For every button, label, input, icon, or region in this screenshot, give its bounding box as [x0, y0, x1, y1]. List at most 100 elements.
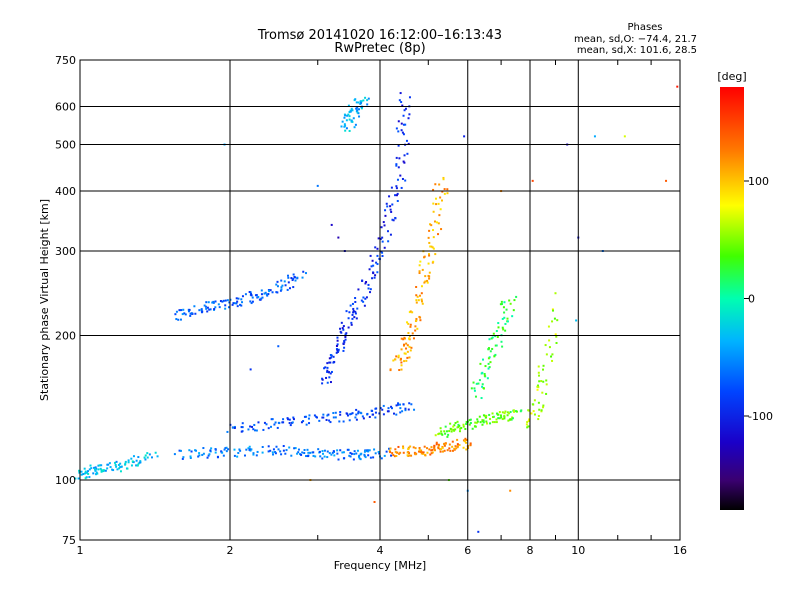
echo-point [280, 279, 283, 282]
echo-point [474, 395, 477, 398]
echo-point [321, 450, 324, 453]
echo-point [112, 469, 115, 472]
echo-point [397, 445, 400, 448]
echo-point [95, 473, 98, 476]
echo-point [469, 418, 472, 421]
echo-point [309, 451, 312, 454]
echo-point [397, 120, 400, 123]
echo-point [308, 422, 311, 425]
echo-point [367, 287, 370, 290]
plot-frame [79, 59, 681, 541]
echo-point [368, 449, 371, 452]
echo-point [422, 452, 425, 455]
echo-point [108, 462, 111, 465]
echo-point [484, 414, 487, 417]
echo-point [495, 418, 498, 421]
echo-point [118, 467, 121, 470]
echo-point [326, 370, 329, 373]
echo-point [255, 294, 258, 297]
echo-point [193, 305, 196, 308]
echo-point [355, 110, 358, 113]
echo-point [494, 335, 497, 338]
echo-point [328, 357, 331, 360]
echo-point [406, 152, 409, 155]
echo-point [299, 453, 302, 456]
echo-point [175, 318, 178, 321]
echo-point [344, 129, 347, 132]
echo-point [326, 456, 329, 459]
echo-point [224, 447, 227, 450]
echo-point [268, 290, 271, 293]
echo-point [397, 402, 400, 405]
echo-point [525, 423, 528, 426]
echo-point [198, 452, 201, 455]
echo-point [410, 346, 413, 349]
echo-point [464, 437, 467, 440]
echo-point [439, 196, 442, 199]
echo-point [463, 135, 466, 138]
echo-point [367, 97, 370, 100]
echo-point [484, 365, 487, 368]
echo-point [187, 310, 190, 313]
echo-point [294, 447, 297, 450]
echo-point [448, 447, 451, 450]
echo-point [403, 352, 406, 355]
echo-point [388, 447, 391, 450]
echo-point [235, 302, 238, 305]
echo-point [423, 445, 426, 448]
echo-point [395, 413, 398, 416]
echo-point [501, 326, 504, 329]
echo-point [414, 447, 417, 450]
echo-point [204, 305, 207, 308]
echo-point [285, 449, 288, 452]
echo-point [336, 452, 339, 455]
echo-point [271, 291, 274, 294]
echo-point [479, 421, 482, 424]
echo-point [321, 378, 324, 381]
echo-point [347, 104, 350, 107]
echo-point [410, 403, 413, 406]
echo-point [275, 445, 278, 448]
echo-point [340, 125, 343, 128]
echo-point [395, 156, 398, 159]
echo-point [357, 101, 360, 104]
echo-point [415, 317, 418, 320]
echo-point [423, 256, 426, 259]
echo-point [623, 135, 626, 138]
echo-point [284, 452, 287, 455]
echo-point [154, 451, 157, 454]
echo-point [442, 176, 445, 179]
echo-point [508, 299, 511, 302]
echo-point [454, 428, 457, 431]
echo-point [227, 448, 230, 451]
echo-point [506, 411, 509, 414]
echo-point [374, 246, 377, 249]
echo-point [256, 450, 259, 453]
echo-point [550, 355, 553, 358]
echo-point [362, 99, 365, 102]
echo-point [80, 470, 83, 473]
echo-point [676, 85, 679, 88]
echo-point [273, 423, 276, 426]
echo-point [407, 408, 410, 411]
echo-point [250, 294, 253, 297]
echo-point [355, 317, 358, 320]
echo-point [487, 362, 490, 365]
echo-point [190, 312, 193, 315]
echo-point [226, 430, 229, 433]
echo-point [490, 337, 493, 340]
echo-point [489, 417, 492, 420]
echo-point [384, 209, 387, 212]
echo-point [236, 305, 239, 308]
echo-point [316, 416, 319, 419]
echo-point [255, 429, 258, 432]
echo-point [288, 287, 291, 290]
echo-point [349, 451, 352, 454]
echo-point [493, 355, 496, 358]
echo-point [400, 361, 403, 364]
echo-point [542, 364, 545, 367]
echo-point [420, 285, 423, 288]
echo-point [432, 247, 435, 250]
echo-point [336, 343, 339, 346]
echo-point [421, 268, 424, 271]
